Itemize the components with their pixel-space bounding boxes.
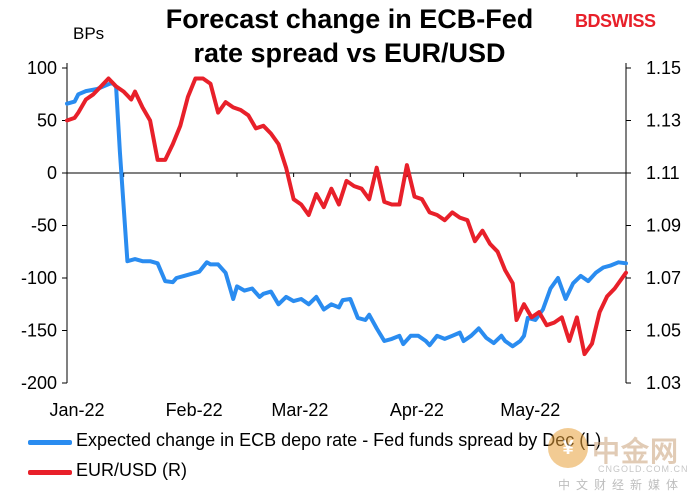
y-axis-label: BPs bbox=[73, 24, 105, 43]
axes bbox=[66, 63, 627, 383]
x-tick-label: Mar-22 bbox=[271, 400, 328, 420]
right-tick-label: 1.03 bbox=[646, 373, 681, 393]
x-tick-label: May-22 bbox=[500, 400, 560, 420]
x-tick-label: Feb-22 bbox=[166, 400, 223, 420]
watermark-sub: 中文财经新媒体 bbox=[558, 478, 685, 492]
legend-label-red: EUR/USD (R) bbox=[76, 460, 187, 480]
cngold-watermark: ¥ 中金网 CNGOLD.COM.CN 中文财经新媒体 bbox=[548, 428, 693, 494]
chart-title-line-2: rate spread vs EUR/USD bbox=[193, 38, 506, 68]
legend-swatch-red bbox=[28, 470, 72, 475]
left-tick-label: 50 bbox=[37, 111, 57, 131]
left-axis-ticks: 100 50 0 -50 -100 -150 -200 bbox=[21, 58, 67, 393]
left-tick-label: 100 bbox=[27, 58, 57, 78]
left-tick-label: -150 bbox=[21, 321, 57, 341]
chart-title-line-1: Forecast change in ECB-Fed bbox=[165, 4, 534, 34]
left-tick-label: -200 bbox=[21, 373, 57, 393]
x-axis-ticks: Jan-22 Feb-22 Mar-22 Apr-22 May-22 bbox=[49, 173, 578, 420]
legend-label-blue: Expected change in ECB depo rate - Fed f… bbox=[76, 430, 602, 450]
right-tick-label: 1.15 bbox=[646, 58, 681, 78]
right-axis-ticks: 1.15 1.13 1.11 1.09 1.07 1.05 1.03 bbox=[626, 58, 681, 393]
watermark-main: 中金网 bbox=[592, 436, 680, 467]
right-tick-label: 1.11 bbox=[646, 163, 680, 183]
series-line-eurusd bbox=[65, 76, 628, 357]
right-tick-label: 1.05 bbox=[646, 321, 681, 341]
right-tick-label: 1.13 bbox=[646, 111, 681, 131]
left-tick-label: -100 bbox=[21, 268, 57, 288]
bdswiss-logo: BDSWISS bbox=[575, 11, 656, 31]
watermark-url: CNGOLD.COM.CN bbox=[598, 464, 689, 474]
x-tick-label: Apr-22 bbox=[390, 400, 444, 420]
right-tick-label: 1.09 bbox=[646, 216, 681, 236]
left-tick-label: -50 bbox=[31, 216, 57, 236]
right-tick-label: 1.07 bbox=[646, 268, 681, 288]
x-tick-label: Jan-22 bbox=[49, 400, 104, 420]
chart-title: Forecast change in ECB-Fed rate spread v… bbox=[0, 2, 699, 70]
series-line-ecb-fed-spread bbox=[65, 80, 628, 349]
watermark-logo-icon: ¥ bbox=[548, 428, 588, 468]
left-tick-label: 0 bbox=[47, 163, 57, 183]
legend-swatch-blue bbox=[28, 440, 72, 445]
series-layer bbox=[65, 76, 628, 357]
